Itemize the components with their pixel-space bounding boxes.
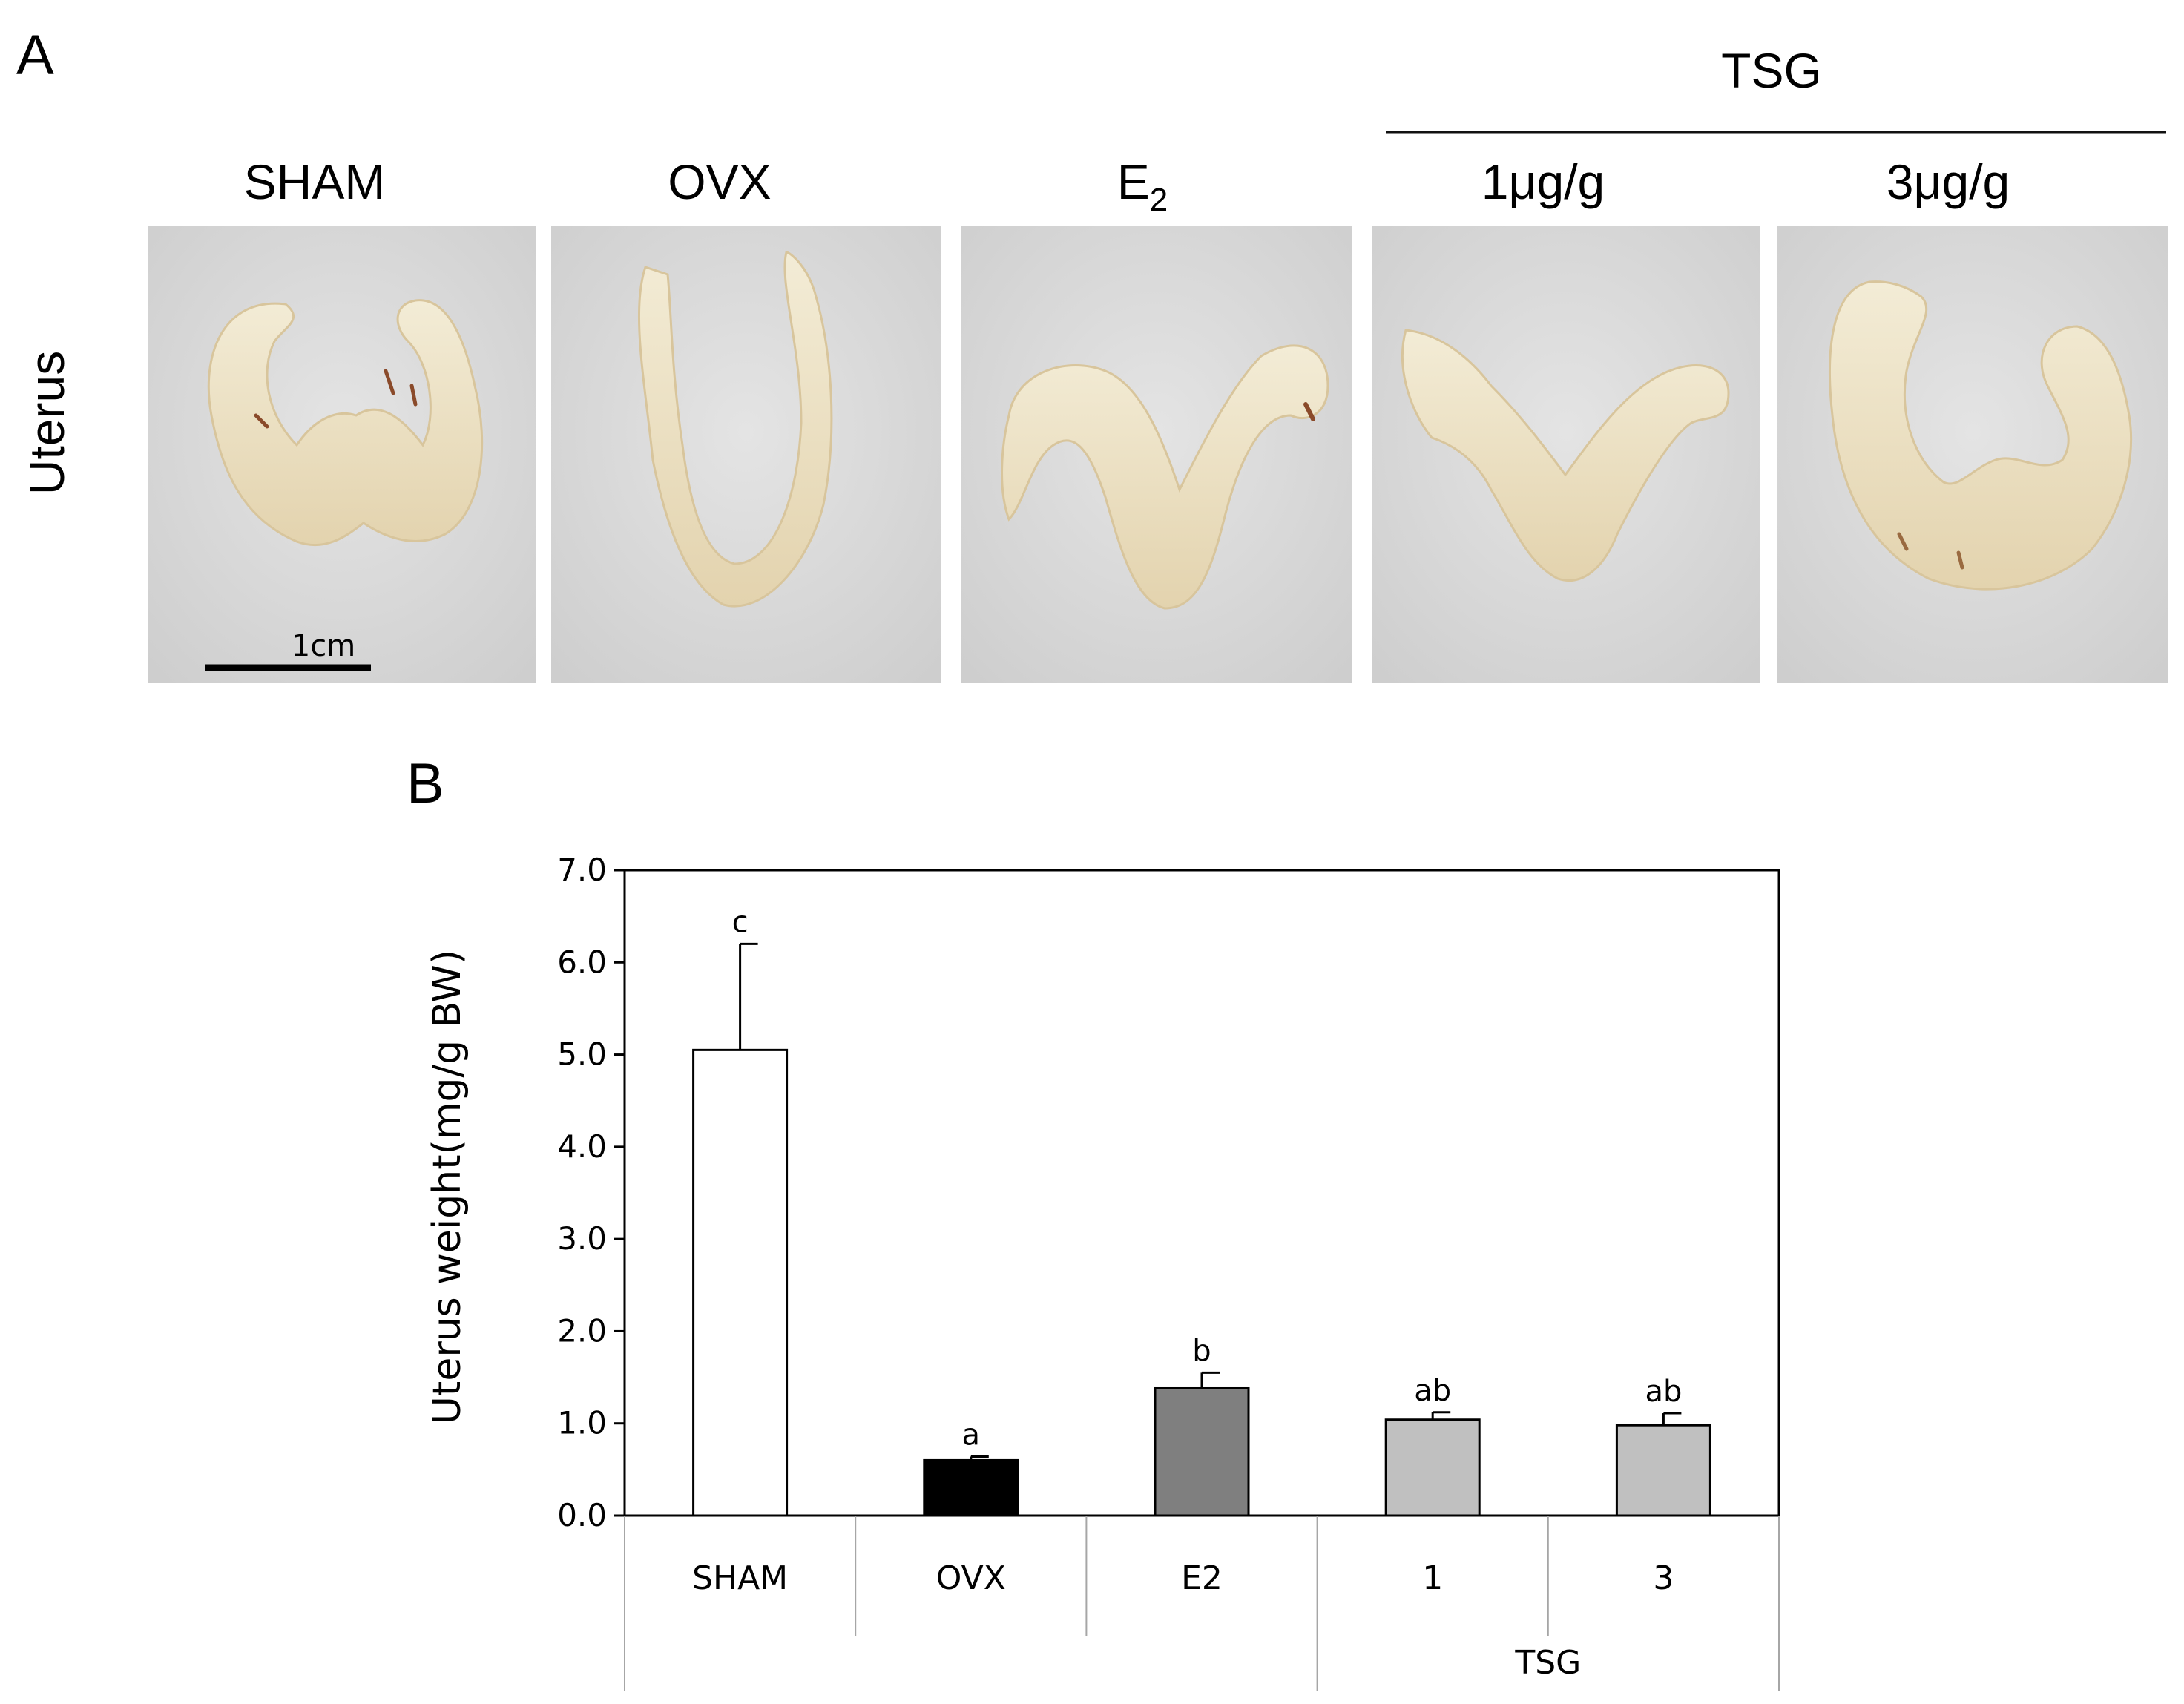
bar-e2 [1154, 1386, 1250, 1517]
significance-letter: ab [1645, 1375, 1682, 1409]
col-label-sham: SHAM [244, 154, 386, 209]
y-tick-label: 1.0 [557, 1405, 607, 1441]
y-tick-label: 6.0 [557, 944, 607, 980]
y-axis-label: Uterus weight(mg/g BW) [425, 950, 470, 1424]
col-label-ovx: OVX [668, 154, 771, 209]
y-tick-label: 4.0 [557, 1128, 607, 1165]
x-group-label-tsg: TSG [1514, 1644, 1581, 1682]
significance-letter: a [962, 1418, 981, 1452]
bar-ovx [923, 1458, 1019, 1517]
uterus-photo-ovx [551, 226, 941, 683]
bar-sham [692, 1048, 789, 1517]
x-tick-label: SHAM [692, 1559, 788, 1597]
uterus-photo-tsg-3 [1777, 226, 2168, 683]
bar-1 [1384, 1418, 1481, 1517]
x-tick-label: 3 [1653, 1559, 1674, 1597]
x-tick-label: 1 [1422, 1559, 1443, 1597]
panel-b-letter: B [407, 752, 444, 815]
y-tick-label: 3.0 [557, 1220, 607, 1257]
significance-letter: c [732, 905, 749, 939]
uterus-photo-sham: 1cm [148, 226, 536, 683]
uterus-photo-tsg-1 [1372, 226, 1760, 683]
y-tick-label: 7.0 [557, 852, 607, 888]
uterus-weight-bar-chart: Uterus weight(mg/g BW) 0.0 1.0 2.0 3.0 4.0 5.… [425, 852, 1780, 1691]
x-tick-label: E2 [1181, 1559, 1223, 1597]
y-tick-label: 0.0 [557, 1497, 607, 1533]
panel-a-letter: A [16, 24, 54, 87]
significance-letter: b [1192, 1334, 1211, 1368]
scale-bar-label: 1cm [292, 629, 355, 663]
tsg-group-label: TSG [1721, 43, 1822, 98]
row-label-uterus: Uterus [19, 351, 74, 495]
col-label-tsg-3: 3μg/g [1887, 154, 2010, 209]
y-tick-label: 5.0 [557, 1036, 607, 1073]
significance-letter: ab [1414, 1374, 1451, 1408]
x-tick-label: OVX [936, 1559, 1006, 1597]
col-label-e2: E2 [1117, 154, 1168, 218]
col-label-tsg-1: 1μg/g [1481, 154, 1605, 209]
y-tick-label: 2.0 [557, 1312, 607, 1349]
bar-3 [1615, 1424, 1711, 1517]
uterus-photo-e2 [961, 226, 1352, 683]
